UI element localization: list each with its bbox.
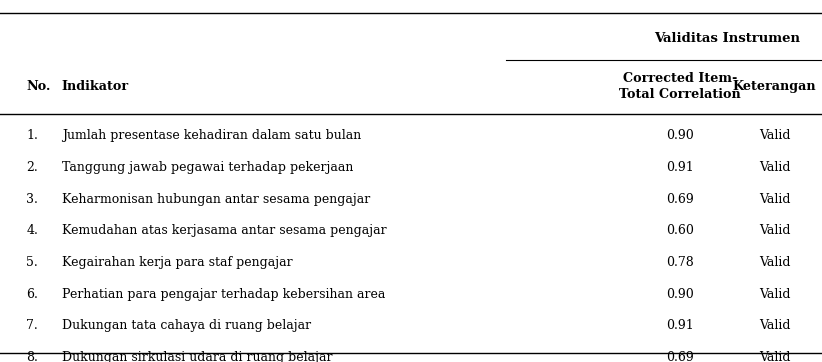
Text: 0.91: 0.91 <box>667 161 694 174</box>
Text: Keterangan: Keterangan <box>733 80 816 93</box>
Text: 6.: 6. <box>26 288 38 300</box>
Text: Valid: Valid <box>759 288 791 300</box>
Text: Valid: Valid <box>759 193 791 206</box>
Text: 7.: 7. <box>26 319 38 332</box>
Text: Valid: Valid <box>759 256 791 269</box>
Text: Dukungan sirkulasi udara di ruang belajar: Dukungan sirkulasi udara di ruang belaja… <box>62 351 332 362</box>
Text: Corrected Item-
Total Correlation: Corrected Item- Total Correlation <box>619 72 741 101</box>
Text: 0.78: 0.78 <box>667 256 694 269</box>
Text: 0.69: 0.69 <box>667 351 694 362</box>
Text: 8.: 8. <box>26 351 38 362</box>
Text: 0.91: 0.91 <box>667 319 694 332</box>
Text: Kegairahan kerja para staf pengajar: Kegairahan kerja para staf pengajar <box>62 256 293 269</box>
Text: 5.: 5. <box>26 256 38 269</box>
Text: 3.: 3. <box>26 193 38 206</box>
Text: Tanggung jawab pegawai terhadap pekerjaan: Tanggung jawab pegawai terhadap pekerjaa… <box>62 161 353 174</box>
Text: Perhatian para pengajar terhadap kebersihan area: Perhatian para pengajar terhadap kebersi… <box>62 288 385 300</box>
Text: 0.69: 0.69 <box>667 193 694 206</box>
Text: Indikator: Indikator <box>62 80 129 93</box>
Text: No.: No. <box>26 80 51 93</box>
Text: 0.90: 0.90 <box>667 288 694 300</box>
Text: Kemudahan atas kerjasama antar sesama pengajar: Kemudahan atas kerjasama antar sesama pe… <box>62 224 386 237</box>
Text: Dukungan tata cahaya di ruang belajar: Dukungan tata cahaya di ruang belajar <box>62 319 311 332</box>
Text: Valid: Valid <box>759 351 791 362</box>
Text: Jumlah presentase kehadiran dalam satu bulan: Jumlah presentase kehadiran dalam satu b… <box>62 129 361 142</box>
Text: 1.: 1. <box>26 129 38 142</box>
Text: Valid: Valid <box>759 129 791 142</box>
Text: 4.: 4. <box>26 224 38 237</box>
Text: 2.: 2. <box>26 161 38 174</box>
Text: Valid: Valid <box>759 319 791 332</box>
Text: 0.90: 0.90 <box>667 129 694 142</box>
Text: Keharmonisan hubungan antar sesama pengajar: Keharmonisan hubungan antar sesama penga… <box>62 193 370 206</box>
Text: Validitas Instrumen: Validitas Instrumen <box>654 31 801 45</box>
Text: Valid: Valid <box>759 224 791 237</box>
Text: Valid: Valid <box>759 161 791 174</box>
Text: 0.60: 0.60 <box>667 224 694 237</box>
